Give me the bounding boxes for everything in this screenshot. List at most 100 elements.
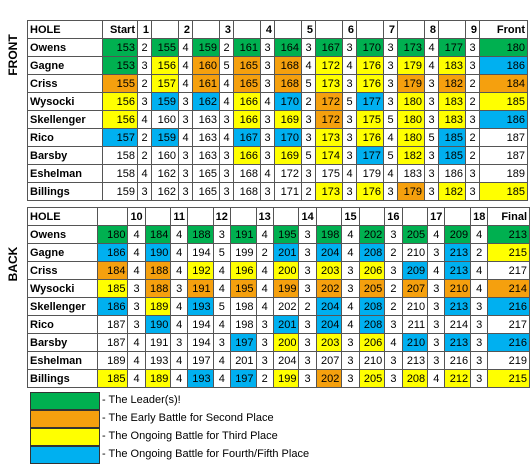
player-name: Wysocki	[27, 92, 103, 111]
hole-score: 4	[424, 38, 439, 57]
player-name: Rico	[27, 315, 98, 334]
hole-score: 3	[384, 369, 403, 388]
running-total: 163	[192, 110, 220, 129]
running-total: 173	[397, 38, 425, 57]
running-total: 187	[96, 333, 129, 352]
running-total: 170	[274, 92, 302, 111]
running-total: 176	[356, 74, 384, 93]
running-total: 213	[444, 243, 472, 262]
hole-score: 3	[465, 164, 480, 183]
player-row: Criss 155 2 157 4 161 4 165 3 168 5 173 3 176 3 179 3 182…	[27, 74, 528, 93]
running-total: 168	[274, 56, 302, 75]
running-total: 179	[397, 182, 425, 201]
hole-number	[438, 20, 466, 39]
legend-label: - The Early Battle for Second Place	[102, 412, 274, 424]
running-total: 202	[315, 369, 343, 388]
hole-score: 2	[465, 146, 480, 165]
running-total: 193	[186, 369, 214, 388]
player-name: Criss	[27, 74, 103, 93]
player-row: Barsby 158 2 160 3 163 3 166 3 169 5 174 3 177 5 182 3 18…	[27, 146, 528, 165]
hole-score: 3	[170, 333, 188, 352]
running-total: 157	[151, 74, 179, 93]
player-row: Skellenger 186 3 189 4 193 5 198 4 202 2 204 4 208 2 21…	[27, 297, 530, 316]
hole-score: 4	[137, 110, 152, 129]
running-total: 185	[96, 279, 129, 298]
running-total: 175	[356, 110, 384, 129]
running-total: 204	[315, 315, 343, 334]
running-total: 189	[144, 297, 172, 316]
running-total: 186	[479, 110, 528, 129]
hole-score: 3	[342, 146, 357, 165]
hole-score: 3	[298, 333, 317, 352]
running-total: 163	[192, 146, 220, 165]
running-total: 172	[315, 110, 343, 129]
legend-label: - The Ongoing Battle for Fourth/Fifth Pl…	[102, 448, 310, 460]
hole-score: 3	[137, 56, 152, 75]
hole-score: 4	[384, 333, 403, 352]
hole-number	[358, 207, 386, 226]
hole-score: 3	[470, 315, 489, 334]
running-total: 197	[186, 351, 214, 370]
hole-score: 3	[465, 56, 480, 75]
running-total: 165	[233, 56, 261, 75]
back-side-label: BACK	[6, 246, 20, 282]
front-nine-table: HOLE Start 1 2 3 4 5 6 7 8 9 Front Owens 153 2 155 4 159 2…	[27, 20, 528, 201]
hole-number	[192, 20, 220, 39]
hole-score: 3	[341, 279, 360, 298]
running-total: 185	[438, 146, 466, 165]
running-total: 173	[315, 128, 343, 147]
running-total: 203	[315, 333, 343, 352]
running-total: 214	[444, 315, 472, 334]
running-total: 159	[192, 38, 220, 57]
player-row: Criss 184 4 188 4 192 4 196 4 200 3 203 3 206 3 209 4 213…	[27, 261, 530, 280]
player-name: Rico	[27, 128, 103, 147]
running-total: 179	[397, 74, 425, 93]
hole-score: 4	[255, 261, 274, 280]
running-total: 186	[438, 164, 466, 183]
hole-score: 3	[424, 146, 439, 165]
running-total: 201	[229, 351, 257, 370]
running-total: 159	[151, 128, 179, 147]
running-total: 189	[96, 351, 129, 370]
hole-score: 5	[424, 128, 439, 147]
hole-score: 3	[178, 110, 193, 129]
hole-score: 4	[260, 164, 275, 183]
running-total: 210	[401, 243, 429, 262]
running-total: 210	[401, 333, 429, 352]
running-total: 206	[358, 333, 386, 352]
hole-score: 3	[470, 351, 489, 370]
hole-score: 4	[170, 261, 188, 280]
hole-score: 4	[255, 297, 274, 316]
hole-score: 4	[170, 243, 188, 262]
hole-score: 3	[219, 110, 234, 129]
running-total: 208	[401, 369, 429, 388]
running-total: 159	[151, 92, 179, 111]
running-total: 190	[144, 243, 172, 262]
player-name: Owens	[27, 38, 103, 57]
player-name: Barsby	[27, 333, 98, 352]
running-total: 191	[186, 279, 214, 298]
running-total: 191	[229, 225, 257, 244]
running-total: 168	[233, 182, 261, 201]
hole-number: 14	[298, 207, 317, 226]
hole-score: 4	[178, 74, 193, 93]
running-total: 198	[229, 297, 257, 316]
hole-score: 4	[219, 92, 234, 111]
running-total: 180	[96, 225, 129, 244]
running-total: 173	[315, 182, 343, 201]
hole-label: HOLE	[27, 20, 103, 39]
player-row: Gagne 186 4 190 4 194 5 199 2 201 3 204 4 208 2 210 3 213…	[27, 243, 530, 262]
running-total: 205	[401, 225, 429, 244]
hole-score: 3	[219, 146, 234, 165]
hole-score: 3	[427, 315, 446, 334]
running-total: 161	[233, 38, 261, 57]
running-total: 183	[438, 92, 466, 111]
running-total: 185	[96, 369, 129, 388]
player-row: Eshelman 189 4 193 4 197 4 201 3 204 3 207 3 210 3 213 3…	[27, 351, 530, 370]
hole-number	[151, 20, 179, 39]
hole-score: 4	[427, 225, 446, 244]
running-total: 205	[358, 369, 386, 388]
hole-score: 3	[427, 351, 446, 370]
running-total: 173	[315, 74, 343, 93]
hole-number	[315, 20, 343, 39]
